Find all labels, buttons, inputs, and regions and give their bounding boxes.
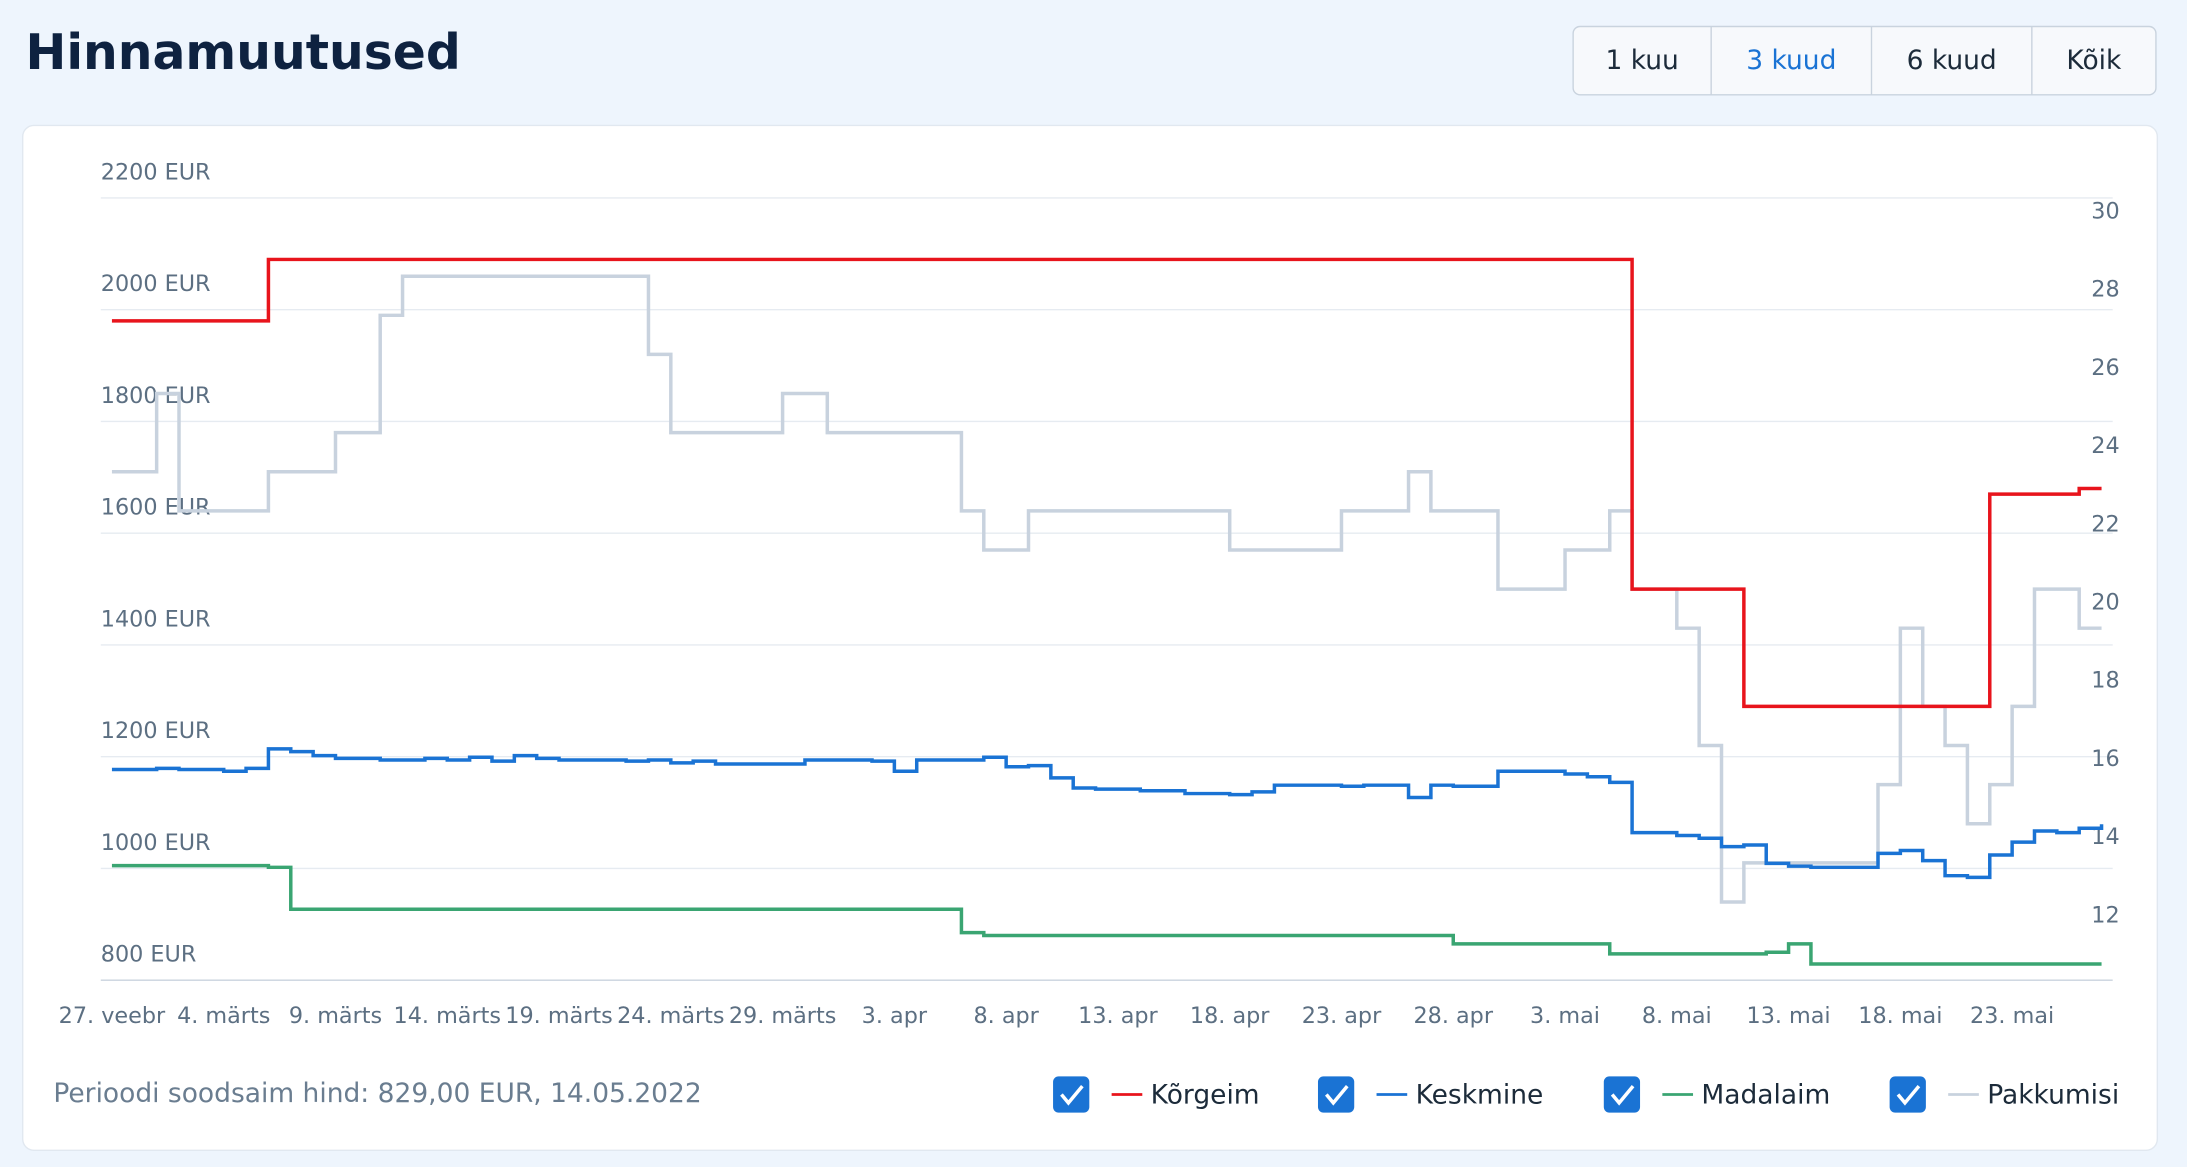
- y-tick-label: 2000 EUR: [101, 271, 211, 297]
- series-line: [111, 747, 2104, 880]
- x-tick-label: 29. märts: [729, 1003, 836, 1029]
- y-tick-label: 1200 EUR: [101, 718, 211, 744]
- x-tick-label: 3. mai: [1530, 1003, 1600, 1029]
- y-tick-label: 2200 EUR: [101, 159, 211, 185]
- y-tick-label: 1400 EUR: [101, 606, 211, 632]
- y2-tick-label: 30: [2091, 198, 2119, 224]
- footer-note: Perioodi soodsaim hind: 829,00 EUR, 14.0…: [53, 1078, 701, 1109]
- legend-checkbox[interactable]: [1889, 1076, 1926, 1113]
- legend-label[interactable]: Kõrgeim: [1151, 1079, 1260, 1110]
- y2-tick-label: 18: [2091, 668, 2119, 694]
- y-tick-label: 800 EUR: [101, 942, 197, 968]
- x-tick-label: 19. märts: [505, 1003, 612, 1029]
- x-tick-label: 3. apr: [862, 1003, 928, 1029]
- x-tick-label: 8. apr: [973, 1003, 1039, 1029]
- series-line: [111, 863, 2102, 966]
- x-tick-label: 13. apr: [1078, 1003, 1158, 1029]
- y2-tick-label: 12: [2091, 902, 2119, 928]
- range-label[interactable]: Kõik: [2066, 45, 2122, 76]
- legend-checkbox[interactable]: [1053, 1076, 1090, 1113]
- x-tick-label: 23. apr: [1302, 1003, 1382, 1029]
- checkbox-check: [1896, 1085, 1921, 1106]
- range-label[interactable]: 1 kuu: [1605, 45, 1678, 76]
- x-tick-label: 4. märts: [177, 1003, 270, 1029]
- legend-label[interactable]: Pakkumisi: [1987, 1079, 2119, 1110]
- x-tick-label: 18. mai: [1858, 1003, 1942, 1029]
- x-tick-label: 18. apr: [1190, 1003, 1270, 1029]
- checkbox-check: [1610, 1085, 1635, 1106]
- x-tick-label: 27. veebr: [59, 1003, 166, 1029]
- x-tick-label: 8. mai: [1642, 1003, 1712, 1029]
- x-tick-label: 24. märts: [617, 1003, 724, 1029]
- card: [22, 124, 2159, 1151]
- range-label[interactable]: 3 kuud: [1746, 45, 1836, 76]
- y-tick-label: 1600 EUR: [101, 495, 211, 521]
- legend-checkbox[interactable]: [1317, 1076, 1355, 1113]
- checkbox-check: [1325, 1085, 1349, 1106]
- y2-tick-label: 24: [2091, 433, 2119, 459]
- series-line: [111, 274, 2102, 904]
- y2-tick-label: 16: [2091, 746, 2119, 772]
- y2-tick-label: 28: [2091, 277, 2119, 303]
- legend-label[interactable]: Keskmine: [1416, 1079, 1544, 1110]
- range-group: [1572, 25, 2157, 96]
- x-tick-label: 13. mai: [1747, 1003, 1831, 1029]
- x-tick-label: 23. mai: [1970, 1003, 2054, 1029]
- y2-tick-label: 26: [2091, 355, 2119, 381]
- y2-tick-label: 20: [2091, 590, 2119, 616]
- page-title: Hinnamuutused: [25, 24, 460, 81]
- legend-checkbox[interactable]: [1603, 1076, 1641, 1113]
- x-tick-label: 9. märts: [289, 1003, 382, 1029]
- checkbox-check: [1060, 1085, 1084, 1106]
- x-tick-label: 14. märts: [394, 1003, 501, 1029]
- y2-tick-label: 22: [2091, 511, 2119, 537]
- y-tick-label: 1000 EUR: [101, 830, 211, 856]
- range-label[interactable]: 6 kuud: [1907, 45, 1997, 76]
- legend-label[interactable]: Madalaim: [1701, 1079, 1830, 1110]
- series-line: [111, 257, 2102, 709]
- x-tick-label: 28. apr: [1413, 1003, 1493, 1029]
